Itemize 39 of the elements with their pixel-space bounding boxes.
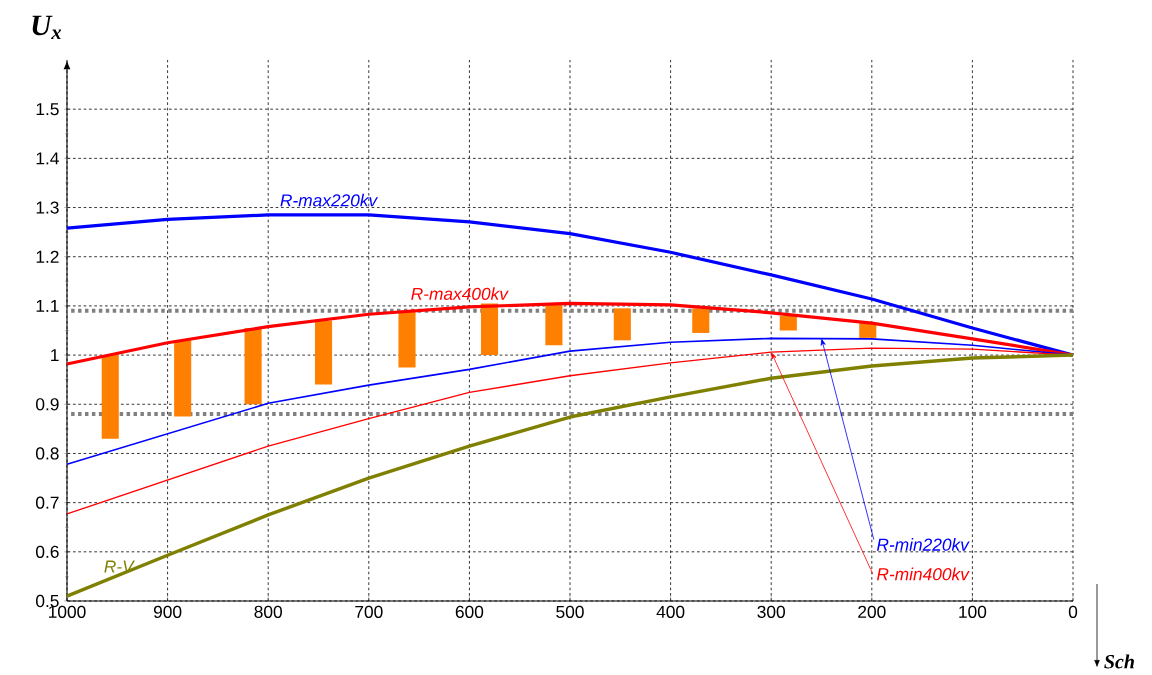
- y-tick-label: 1.5: [36, 103, 59, 116]
- y-tick-label: 0.8: [36, 447, 59, 460]
- y-tick-label: 1.4: [36, 152, 59, 165]
- x-axis-title: Sch: [1104, 654, 1134, 669]
- y-tick-label: 1.1: [36, 299, 59, 312]
- x-tick-label: 600: [455, 605, 484, 618]
- bar: [545, 303, 563, 346]
- series-label: R-max220kv: [280, 193, 379, 207]
- bar: [613, 308, 631, 341]
- text: R-min220kv: [876, 538, 970, 551]
- bar: [692, 308, 710, 333]
- series-label: R-max400kv: [411, 287, 509, 300]
- y-tick-label: 1: [51, 349, 59, 362]
- x-tick-label: 200: [858, 605, 886, 618]
- x-tick-label: 700: [355, 605, 383, 618]
- x-tick-label: 800: [254, 605, 282, 618]
- y-axis-title: U$_{x}$: [32, 15, 62, 40]
- bar: [314, 320, 333, 385]
- y-tick-label: 0.7: [36, 496, 59, 509]
- y-tick-label: 1.2: [36, 250, 59, 263]
- bar: [480, 303, 499, 356]
- bar: [398, 310, 416, 368]
- bar: [174, 340, 192, 417]
- x-tick-label: 100: [959, 605, 987, 618]
- bar: [101, 355, 119, 439]
- x-tick-label: 0: [1068, 605, 1078, 618]
- bar: [779, 315, 797, 331]
- x-tick-label: 300: [757, 605, 785, 618]
- bar: [244, 328, 262, 405]
- series-label: R-V: [104, 560, 135, 573]
- y-tick-label: 0.9: [36, 398, 59, 411]
- text: R-min400kv: [876, 567, 970, 581]
- x-tick-label: 900: [153, 605, 182, 618]
- y-tick-label: 1.3: [36, 201, 59, 214]
- bar: [859, 323, 877, 338]
- x-tick-label: 500: [556, 605, 584, 618]
- x-tick-label: 400: [656, 605, 685, 618]
- line-series: [65, 353, 1075, 598]
- y-tick-label: 0.6: [36, 545, 59, 558]
